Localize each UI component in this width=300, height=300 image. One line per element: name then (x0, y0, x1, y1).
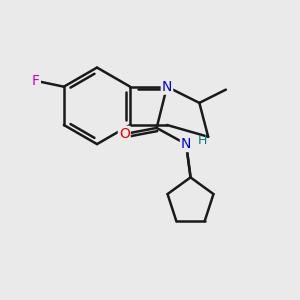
Text: F: F (32, 74, 40, 88)
Text: O: O (119, 127, 130, 141)
Text: H: H (197, 134, 207, 147)
Text: N: N (162, 80, 172, 94)
Text: N: N (181, 137, 191, 151)
